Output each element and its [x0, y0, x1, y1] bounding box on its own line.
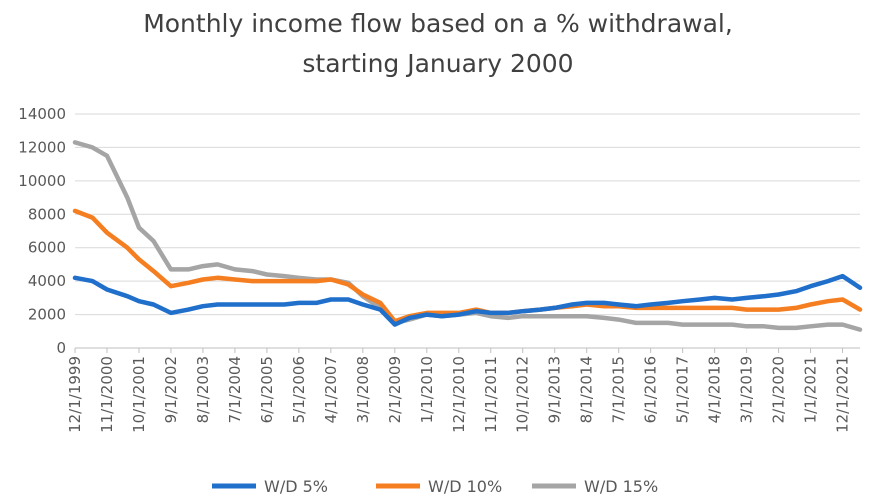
y-tick-label: 14000	[18, 105, 66, 123]
series-line-w-d-10	[72, 208, 863, 324]
y-tick-label: 10000	[18, 172, 66, 190]
chart-title-line-2: starting January 2000	[302, 49, 574, 78]
gridlines	[75, 113, 860, 316]
legend-label: W/D 5%	[264, 477, 328, 496]
chart-title-line-1: Monthly income flow based on a % withdra…	[143, 9, 733, 38]
y-tick-label: 8000	[28, 205, 66, 223]
series-lines	[72, 140, 863, 332]
x-tick-label: 6/1/2016	[642, 356, 660, 423]
series-line-w-d-15	[72, 140, 863, 332]
x-tick-label: 10/1/2012	[514, 356, 532, 433]
y-tick-label: 6000	[28, 239, 66, 257]
x-tick-label: 12/1/1999	[66, 356, 84, 433]
x-tick-label: 11/1/2011	[482, 356, 500, 433]
series-line-w-d-5	[72, 273, 863, 327]
x-tick-label: 2/1/2020	[770, 356, 788, 423]
x-tick-label: 5/1/2017	[674, 356, 692, 423]
y-tick-label: 4000	[28, 272, 66, 290]
x-tick-label: 10/1/2001	[130, 356, 148, 433]
x-tick-label: 5/1/2006	[290, 356, 308, 423]
x-tick-label: 4/1/2007	[322, 356, 340, 423]
x-tick-label: 3/1/2008	[354, 356, 372, 423]
legend-label: W/D 10%	[428, 477, 502, 496]
x-tick-label: 11/1/2000	[98, 356, 116, 433]
x-tick-label: 9/1/2013	[546, 356, 564, 423]
x-tick-label: 12/1/2010	[450, 356, 468, 433]
chart-title: Monthly income flow based on a % withdra…	[0, 4, 876, 84]
x-tick-label: 1/1/2021	[802, 356, 820, 423]
x-tick-label: 7/1/2015	[610, 356, 628, 423]
x-axis-ticks: 12/1/1999 11/1/2000 10/1/2001 9/1/2002 8/1/2…	[66, 348, 852, 433]
y-axis: 0 2000 4000 6000 8000 10000 12000 14000	[18, 105, 66, 357]
x-tick-label: 1/1/2010	[418, 356, 436, 423]
legend: W/D 5% W/D 10% W/D 15%	[212, 477, 658, 496]
y-tick-label: 12000	[18, 138, 66, 156]
x-tick-label: 4/1/2018	[706, 356, 724, 423]
x-tick-label: 8/1/2003	[194, 356, 212, 423]
legend-label: W/D 15%	[584, 477, 658, 496]
x-tick-label: 7/1/2004	[226, 356, 244, 423]
x-tick-label: 12/1/2021	[834, 356, 852, 433]
x-tick-label: 9/1/2002	[162, 356, 180, 423]
y-tick-label: 0	[56, 339, 66, 357]
y-tick-label: 2000	[28, 306, 66, 324]
x-tick-label: 2/1/2009	[386, 356, 404, 423]
x-tick-label: 8/1/2014	[578, 356, 596, 423]
x-tick-label: 6/1/2005	[258, 356, 276, 423]
x-tick-label: 3/1/2019	[738, 356, 756, 423]
